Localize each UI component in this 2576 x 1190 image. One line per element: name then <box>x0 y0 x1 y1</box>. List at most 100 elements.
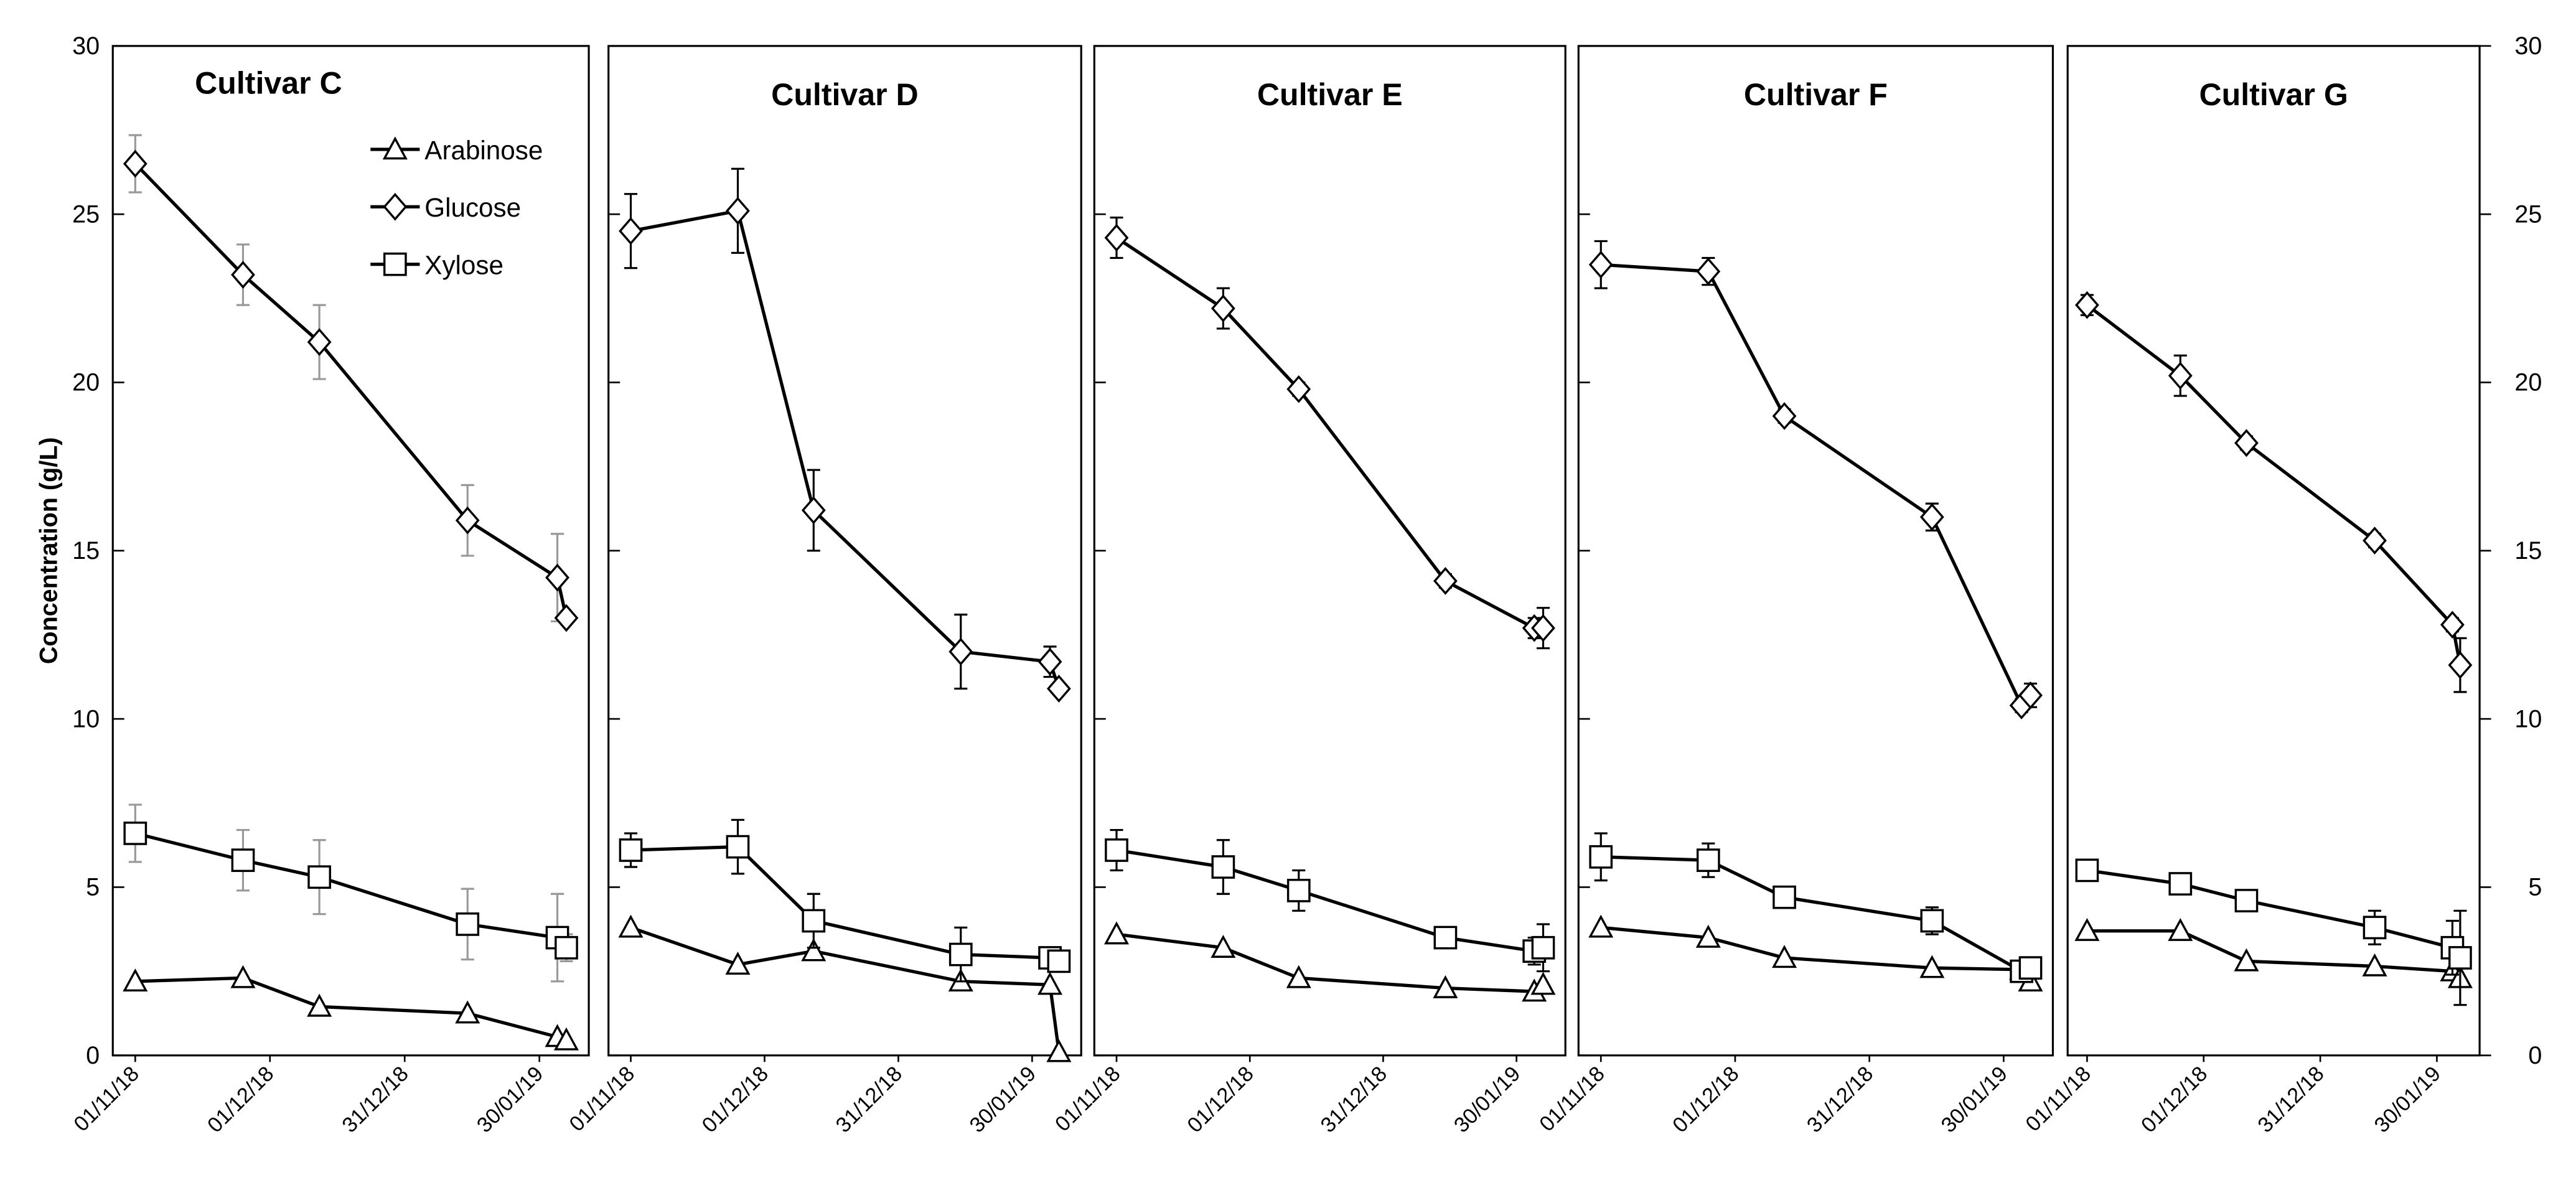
x-tick-label: 30/01/19 <box>965 1062 1041 1137</box>
marker <box>230 965 256 988</box>
marker <box>2363 916 2387 940</box>
marker <box>801 496 826 525</box>
x-tick-label: 01/12/18 <box>2137 1062 2212 1137</box>
marker <box>554 604 579 632</box>
y-tick-label: 20 <box>2514 369 2542 396</box>
marker <box>619 217 643 245</box>
x-tick-label: 01/12/18 <box>698 1062 773 1137</box>
plot-frame <box>607 45 1082 1057</box>
marker <box>2168 872 2193 896</box>
marker <box>2448 651 2473 680</box>
x-tick-label: 01/11/18 <box>2021 1062 2096 1136</box>
y-tick-label: 20 <box>72 369 100 396</box>
x-tick-label: 31/12/18 <box>1802 1062 1878 1137</box>
y-tick-label: 0 <box>86 1042 100 1069</box>
series-line <box>135 976 567 1042</box>
marker <box>1046 1039 1072 1062</box>
series-line <box>1116 848 1544 953</box>
series-line <box>1601 855 2031 973</box>
y-tick-label: 30 <box>72 32 100 60</box>
marker <box>1920 909 1944 933</box>
x-tick-label: 31/12/18 <box>338 1062 413 1137</box>
marker <box>801 938 827 962</box>
series-line <box>1601 263 2032 709</box>
marker <box>1433 567 1458 595</box>
marker <box>2075 858 2099 883</box>
x-tick-label: 30/01/19 <box>2370 1062 2445 1137</box>
marker <box>1103 921 1130 945</box>
x-tick-label: 31/12/18 <box>831 1062 907 1137</box>
marker <box>2018 956 2043 980</box>
marker <box>2168 917 2193 941</box>
x-tick-label: 30/01/19 <box>472 1062 548 1137</box>
marker <box>1919 503 1944 532</box>
x-tick-label: 30/01/19 <box>1937 1062 2012 1137</box>
y-tick-label: 0 <box>2528 1042 2542 1069</box>
marker <box>307 865 331 889</box>
y-tick-label: 25 <box>72 200 100 228</box>
marker <box>1695 924 1721 948</box>
marker <box>555 935 578 960</box>
x-tick-label: 01/12/18 <box>1183 1062 1258 1137</box>
marker <box>2074 917 2100 941</box>
marker <box>1286 878 1311 902</box>
marker <box>1588 250 1613 279</box>
series-line <box>134 162 568 619</box>
panel-title: Cultivar D <box>771 77 919 112</box>
marker <box>2234 889 2259 912</box>
marker <box>1433 975 1458 998</box>
marker <box>1531 614 1555 642</box>
marker <box>725 952 751 975</box>
series-line <box>630 845 1060 963</box>
series-line <box>630 208 1061 690</box>
x-tick-label: 01/11/18 <box>565 1062 639 1136</box>
marker <box>1919 955 1945 978</box>
marker <box>455 1000 480 1024</box>
y-tick-label: 5 <box>86 874 100 901</box>
marker <box>2363 527 2387 555</box>
marker <box>619 838 643 862</box>
panel-title: Cultivar F <box>1744 77 1888 112</box>
plot-frame <box>2066 45 2481 1057</box>
x-tick-label: 01/11/18 <box>1535 1062 1609 1136</box>
marker <box>123 968 148 992</box>
x-tick-label: 01/12/18 <box>203 1062 278 1137</box>
y-tick-label: 30 <box>2514 32 2542 60</box>
x-tick-label: 01/11/18 <box>1051 1062 1125 1136</box>
series-line <box>2087 929 2461 980</box>
marker <box>1211 855 1235 879</box>
marker <box>2234 948 2259 972</box>
x-tick-label: 01/11/18 <box>69 1062 143 1136</box>
marker <box>307 328 332 356</box>
marker <box>123 822 148 845</box>
panel-title: Cultivar G <box>2199 77 2348 112</box>
marker <box>1696 257 1721 286</box>
marker <box>545 563 569 592</box>
marker <box>1037 647 1062 676</box>
marker <box>1588 914 1614 938</box>
series-line <box>2086 304 2462 666</box>
y-tick-label: 5 <box>2528 874 2542 901</box>
marker <box>455 506 480 535</box>
marker <box>726 197 750 225</box>
marker <box>2168 362 2193 390</box>
marker <box>1286 965 1311 988</box>
series-line <box>630 925 1061 1052</box>
series-line <box>1600 925 2032 983</box>
marker <box>383 252 407 276</box>
marker <box>382 136 408 160</box>
y-tick-label: 10 <box>2514 705 2542 733</box>
marker <box>1211 935 1236 958</box>
series-line <box>1115 236 1543 630</box>
marker <box>1696 848 1720 873</box>
x-tick-label: 01/12/18 <box>1668 1062 1743 1137</box>
marker <box>383 192 408 221</box>
marker <box>1773 885 1796 909</box>
marker <box>1037 972 1063 995</box>
marker <box>1046 675 1071 703</box>
plot-frame <box>1093 45 1567 1057</box>
marker <box>1047 949 1071 973</box>
marker <box>307 993 332 1017</box>
marker <box>948 637 973 666</box>
